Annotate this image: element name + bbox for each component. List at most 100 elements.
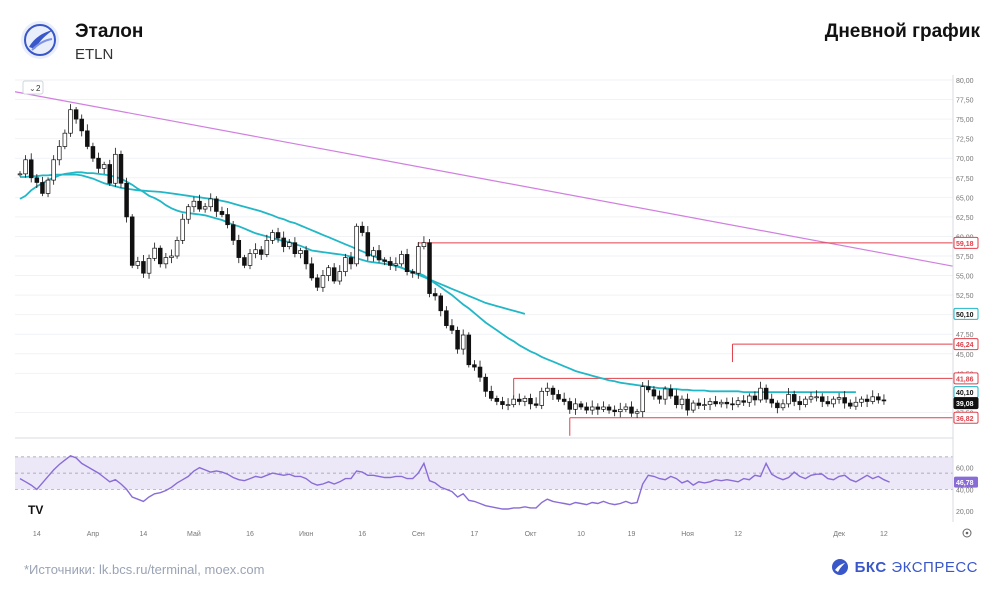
candle-body: [674, 395, 679, 405]
price-tag-label: 36,82: [956, 416, 974, 423]
candle-body: [393, 263, 399, 266]
x-tick-label: Сен: [412, 531, 425, 538]
candle-body: [758, 387, 763, 401]
candle-body: [769, 398, 774, 404]
candle-body: [472, 364, 477, 368]
price-tag-label: 41,86: [956, 376, 974, 383]
price-tag-label: 50,10: [956, 312, 974, 319]
trendline: [14, 91, 954, 267]
candle-body: [444, 310, 449, 326]
candle-body: [556, 394, 561, 400]
candle-body: [612, 409, 617, 413]
candle-body: [191, 200, 197, 208]
candle-body: [129, 216, 135, 266]
y-tick-label: 45,00: [956, 352, 974, 359]
candle-body: [651, 389, 657, 397]
price-chart[interactable]: 80,00 77,50 75,00 72,50 70,00 67,50 65,00 62,50…: [0, 75, 1000, 545]
y-tick-label: 65,00: [956, 195, 974, 202]
x-tick-label: 14: [33, 531, 41, 538]
candle-body: [359, 225, 365, 233]
y-tick-label: 55,00: [956, 274, 974, 281]
candle-body: [410, 271, 415, 274]
y-tick-label: 75,00: [956, 117, 974, 124]
candles: [17, 104, 887, 418]
candle-body: [90, 146, 96, 159]
price-tags: 59,18 50,10 46,24 41,86 40,10 39,08 36,82 46,78: [953, 236, 979, 488]
candle-body: [791, 394, 797, 402]
time-axis: 14 Апр 14 Май 16 Июн 16 Сен 17 Окт 10 19 Ноя 12 Дек 12: [33, 530, 888, 538]
y-tick-label: 72,50: [956, 137, 974, 144]
candle-body: [561, 398, 567, 402]
price-tag-label: 40,10: [956, 390, 974, 397]
candle-body: [814, 396, 819, 399]
candle-body: [449, 325, 455, 331]
candle-body: [870, 396, 875, 402]
candle-body: [264, 240, 270, 255]
price-tag: [953, 372, 979, 385]
candle-body: [118, 153, 124, 184]
candle-body: [724, 401, 730, 405]
rsi-tick-label: 40,00: [956, 487, 974, 494]
candle-body: [595, 406, 601, 410]
svg-text:⌄: ⌄: [29, 84, 36, 93]
candle-body: [848, 402, 853, 407]
candle-body: [404, 254, 410, 272]
candle-body: [85, 130, 90, 147]
candle-body: [477, 366, 483, 378]
rsi-line: [19, 455, 890, 510]
price-tag: [953, 411, 979, 424]
candle-body: [208, 198, 213, 208]
source-note: *Источники: lk.bcs.ru/terminal, moex.com: [24, 562, 265, 577]
candle-body: [376, 250, 382, 261]
candle-body: [354, 225, 359, 265]
x-tick-label: Ноя: [681, 531, 694, 538]
candle-body: [500, 401, 505, 405]
brand-icon: [831, 559, 848, 575]
candle-body: [141, 261, 146, 274]
candle-body: [786, 394, 791, 405]
candle-body: [601, 406, 606, 410]
chart-title: Дневной график: [824, 21, 980, 42]
price-tag-label: 39,08: [956, 401, 974, 408]
candle-body: [242, 257, 247, 266]
y-tick-label: 52,50: [956, 293, 974, 300]
candle-body: [618, 408, 623, 413]
candle-body: [803, 398, 808, 405]
candle-body: [859, 398, 864, 403]
grid: [15, 79, 953, 413]
candle-body: [62, 132, 68, 147]
candle-body: [707, 401, 713, 405]
candle-body: [113, 153, 118, 184]
candle-body: [197, 200, 202, 210]
candle-body: [152, 247, 157, 259]
candle-body: [696, 402, 702, 406]
collapse-button[interactable]: ⌄ 2: [22, 80, 44, 95]
candle-body: [730, 403, 735, 406]
x-tick-label: 16: [246, 531, 254, 538]
candle-body: [466, 334, 472, 366]
candle-body: [747, 395, 752, 403]
candle-body: [584, 406, 589, 411]
candle-body: [326, 267, 331, 276]
candle-body: [34, 177, 40, 183]
candle-body: [505, 404, 511, 406]
candle-body: [230, 224, 236, 241]
candle-body: [702, 404, 707, 406]
candle-body: [124, 182, 129, 218]
x-tick-label: 17: [471, 531, 479, 538]
candle-body: [741, 400, 746, 403]
candle-body: [646, 386, 651, 391]
candle-body: [275, 232, 281, 239]
candle-body: [533, 403, 539, 406]
candle-body: [214, 198, 219, 212]
candle-body: [690, 402, 696, 411]
candle-body: [864, 398, 870, 402]
settings-icon[interactable]: [962, 528, 972, 538]
candle-body: [399, 254, 404, 265]
y-tick-label: 62,50: [956, 215, 974, 222]
candle-body: [623, 406, 629, 410]
candle-body: [819, 396, 825, 402]
candle-body: [797, 401, 803, 405]
rsi-tick-label: 60,00: [956, 466, 974, 473]
candle-body: [685, 398, 690, 411]
